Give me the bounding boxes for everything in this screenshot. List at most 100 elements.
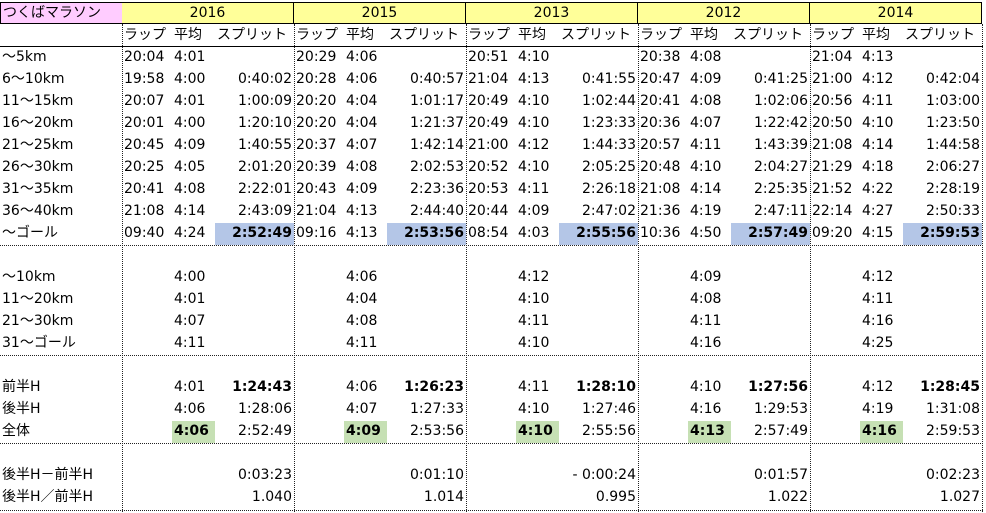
half-avg-cell[interactable]: 4:10 [690, 379, 722, 395]
avg-cell[interactable]: 4:05 [174, 159, 206, 175]
lap-cell[interactable]: 09:40 [124, 225, 165, 241]
lap-cell[interactable]: 20:28 [296, 71, 337, 87]
avg-cell[interactable]: 4:12 [862, 71, 894, 87]
split-cell[interactable]: 2:01:20 [238, 159, 292, 175]
tenk-label[interactable]: ～10km [2, 269, 56, 285]
tenk-avg-cell[interactable]: 4:16 [862, 313, 894, 329]
goal-split-cell[interactable]: 2:55:56 [559, 223, 638, 245]
half-time-cell[interactable]: 1:28:10 [576, 379, 636, 395]
split-cell[interactable]: 1:21:37 [410, 115, 464, 131]
tenk-label[interactable]: 21～30km [2, 313, 74, 329]
avg-cell[interactable]: 4:14 [174, 203, 206, 219]
year-header-2[interactable]: 2013 [466, 2, 638, 24]
half-avg-cell[interactable]: 4:07 [346, 401, 378, 417]
split-cell[interactable] [559, 47, 638, 69]
avg-cell[interactable]: 4:18 [862, 159, 894, 175]
tenk-avg-cell[interactable]: 4:06 [346, 269, 378, 285]
tenk-avg-cell[interactable]: 4:10 [518, 291, 550, 307]
avg-cell[interactable]: 4:04 [346, 93, 378, 109]
lap-cell[interactable]: 21:04 [468, 71, 509, 87]
split-cell[interactable]: 2:43:09 [238, 203, 292, 219]
avg-cell[interactable]: 4:14 [690, 181, 722, 197]
lap-cell[interactable]: 21:04 [812, 49, 853, 65]
diff-value-cell[interactable]: 1.022 [767, 489, 808, 505]
half-avg-cell[interactable]: 4:19 [862, 401, 894, 417]
lap-cell[interactable]: 20:51 [468, 49, 509, 65]
avg-cell[interactable]: 4:50 [690, 225, 722, 241]
avg-cell[interactable]: 4:15 [862, 225, 894, 241]
lap-cell[interactable]: 09:20 [812, 225, 853, 241]
lap-cell[interactable]: 21:52 [812, 181, 853, 197]
split-cell[interactable]: 0:41:55 [582, 71, 636, 87]
avg-cell[interactable]: 4:10 [518, 115, 550, 131]
split-cell[interactable]: 2:25:35 [754, 181, 808, 197]
lap-cell[interactable]: 20:01 [124, 115, 165, 131]
half-avg-cell[interactable]: 4:01 [174, 379, 206, 395]
diff-label[interactable]: 後半H／前半H [2, 489, 94, 505]
split-cell[interactable] [387, 47, 466, 69]
half-time-cell[interactable]: 1:31:08 [926, 401, 980, 417]
split-cell[interactable]: 1:23:50 [926, 115, 980, 131]
avg-cell[interactable]: 4:07 [690, 115, 722, 131]
avg-cell[interactable]: 4:09 [518, 203, 550, 219]
tenk-avg-cell[interactable]: 4:16 [690, 335, 722, 351]
year-header-3[interactable]: 2012 [638, 2, 810, 24]
avg-cell[interactable]: 4:04 [346, 115, 378, 131]
tenk-avg-cell[interactable]: 4:08 [690, 291, 722, 307]
avg-cell[interactable]: 4:01 [174, 49, 206, 65]
lap-cell[interactable]: 20:07 [124, 93, 165, 109]
lap-cell[interactable]: 21:08 [124, 203, 165, 219]
half-time-cell[interactable]: 2:55:56 [582, 423, 636, 439]
avg-cell[interactable]: 4:08 [690, 93, 722, 109]
split-cell[interactable]: 2:50:33 [926, 203, 980, 219]
tenk-avg-cell[interactable]: 4:25 [862, 335, 894, 351]
lap-cell[interactable]: 20:45 [124, 137, 165, 153]
lap-cell[interactable]: 20:25 [124, 159, 165, 175]
split-cell[interactable]: 2:26:18 [582, 181, 636, 197]
split-cell[interactable]: 2:06:27 [926, 159, 980, 175]
segment-label[interactable]: 26～30km [2, 159, 74, 175]
split-cell[interactable]: 0:40:57 [410, 71, 464, 87]
goal-split-cell[interactable]: 2:59:53 [903, 223, 982, 245]
split-cell[interactable]: 2:23:36 [410, 181, 464, 197]
tenk-avg-cell[interactable]: 4:11 [174, 335, 206, 351]
avg-cell[interactable]: 4:06 [346, 49, 378, 65]
half-avg-cell[interactable]: 4:06 [174, 401, 206, 417]
segment-label[interactable]: 16～20km [2, 115, 74, 131]
overall-avg-cell[interactable]: 4:06 [172, 421, 215, 443]
half-time-cell[interactable]: 2:53:56 [410, 423, 464, 439]
half-label[interactable]: 全体 [2, 423, 30, 439]
lap-cell[interactable]: 20:48 [640, 159, 681, 175]
diff-value-cell[interactable]: 0.995 [595, 489, 636, 505]
half-label[interactable]: 前半H [2, 379, 41, 395]
half-avg-cell[interactable]: 4:06 [346, 379, 378, 395]
tenk-avg-cell[interactable]: 4:08 [346, 313, 378, 329]
tenk-label[interactable]: 31～ゴール [2, 335, 76, 351]
lap-cell[interactable]: 21:08 [640, 181, 681, 197]
overall-avg-cell[interactable]: 4:16 [860, 421, 903, 443]
half-avg-cell[interactable]: 4:12 [862, 379, 894, 395]
year-header-4[interactable]: 2014 [810, 2, 982, 24]
avg-cell[interactable]: 4:11 [518, 181, 550, 197]
diff-label[interactable]: 後半H－前半H [2, 467, 94, 483]
lap-cell[interactable]: 20:49 [468, 115, 509, 131]
split-cell[interactable]: 1:43:39 [754, 137, 808, 153]
half-time-cell[interactable]: 2:57:49 [754, 423, 808, 439]
diff-value-cell[interactable]: 0:02:23 [926, 467, 980, 483]
half-time-cell[interactable]: 2:59:53 [926, 423, 980, 439]
lap-cell[interactable]: 20:38 [640, 49, 681, 65]
lap-cell[interactable]: 09:16 [296, 225, 337, 241]
avg-cell[interactable]: 4:03 [518, 225, 550, 241]
split-cell[interactable]: 1:00:09 [238, 93, 292, 109]
lap-cell[interactable]: 20:20 [296, 93, 337, 109]
avg-cell[interactable]: 4:08 [174, 181, 206, 197]
tenk-avg-cell[interactable]: 4:12 [862, 269, 894, 285]
avg-cell[interactable]: 4:24 [174, 225, 206, 241]
overall-avg-cell[interactable]: 4:09 [344, 421, 387, 443]
lap-cell[interactable]: 20:52 [468, 159, 509, 175]
split-cell[interactable]: 2:28:19 [926, 181, 980, 197]
avg-cell[interactable]: 4:10 [690, 159, 722, 175]
avg-cell[interactable]: 4:11 [690, 137, 722, 153]
diff-value-cell[interactable]: - 0:00:24 [572, 467, 636, 483]
lap-cell[interactable]: 20:47 [640, 71, 681, 87]
